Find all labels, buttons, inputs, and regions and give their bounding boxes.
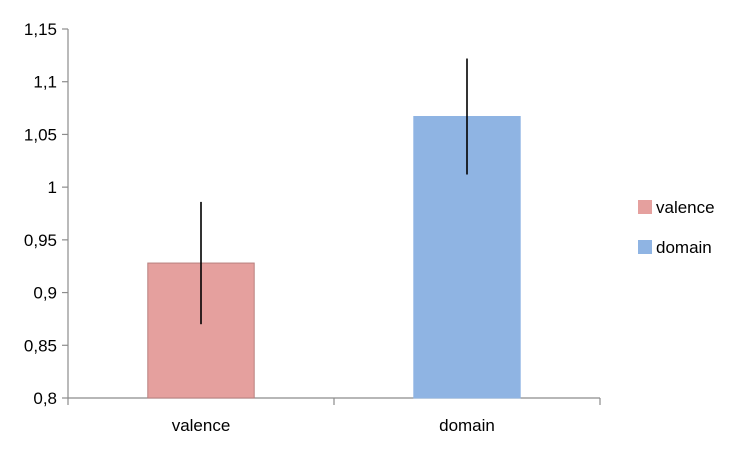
legend-swatch-domain	[638, 240, 652, 254]
error-bars	[200, 58, 468, 325]
legend: valence domain	[638, 198, 715, 257]
y-tick-label: 0,95	[24, 231, 57, 250]
legend-label: domain	[656, 238, 712, 257]
x-category-label: valence	[172, 416, 231, 435]
y-tick-label: 0,9	[33, 284, 57, 303]
y-tick-label: 1,15	[24, 20, 57, 39]
legend-swatch-valence	[638, 200, 652, 214]
legend-label: valence	[656, 198, 715, 217]
y-tick-label: 1	[48, 178, 57, 197]
y-tick-label: 0,85	[24, 336, 57, 355]
y-tick-label: 1,1	[33, 73, 57, 92]
y-tick-label: 0,8	[33, 389, 57, 408]
x-category-label: domain	[439, 416, 495, 435]
y-tick-label: 1,05	[24, 125, 57, 144]
y-axis: 0,8 0,85 0,9 0,95 1 1,05 1,1 1,15	[24, 20, 69, 408]
x-axis: valence domain	[67, 397, 601, 435]
bars	[147, 116, 521, 399]
